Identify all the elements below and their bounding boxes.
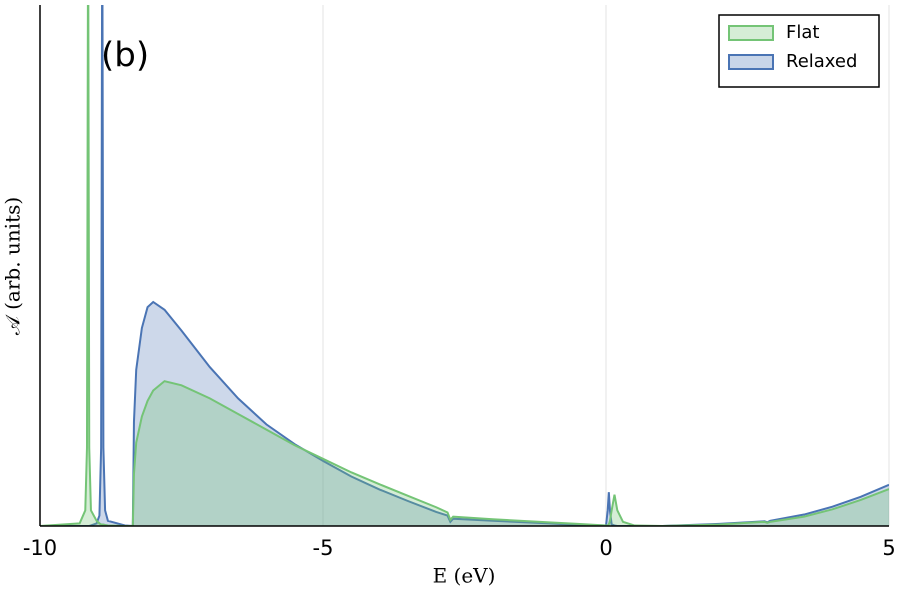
- legend: Flat Relaxed: [718, 14, 880, 88]
- legend-swatch: [728, 54, 774, 70]
- x-axis-label: E (eV): [433, 564, 496, 588]
- annotation: (b): [101, 36, 149, 76]
- line: [40, 5, 889, 526]
- x-tick-label: 0: [599, 536, 612, 560]
- x-tick-label: -10: [23, 536, 57, 560]
- legend-label: Flat: [786, 22, 819, 43]
- y-axis-label: 𝒜 (arb. units): [1, 197, 25, 335]
- x-tick-label: -5: [313, 536, 334, 560]
- legend-label: Relaxed: [786, 51, 857, 72]
- line: [40, 5, 889, 526]
- plot-area: [40, 5, 889, 526]
- legend-swatch: [728, 25, 774, 41]
- x-tick-label: 5: [882, 536, 895, 560]
